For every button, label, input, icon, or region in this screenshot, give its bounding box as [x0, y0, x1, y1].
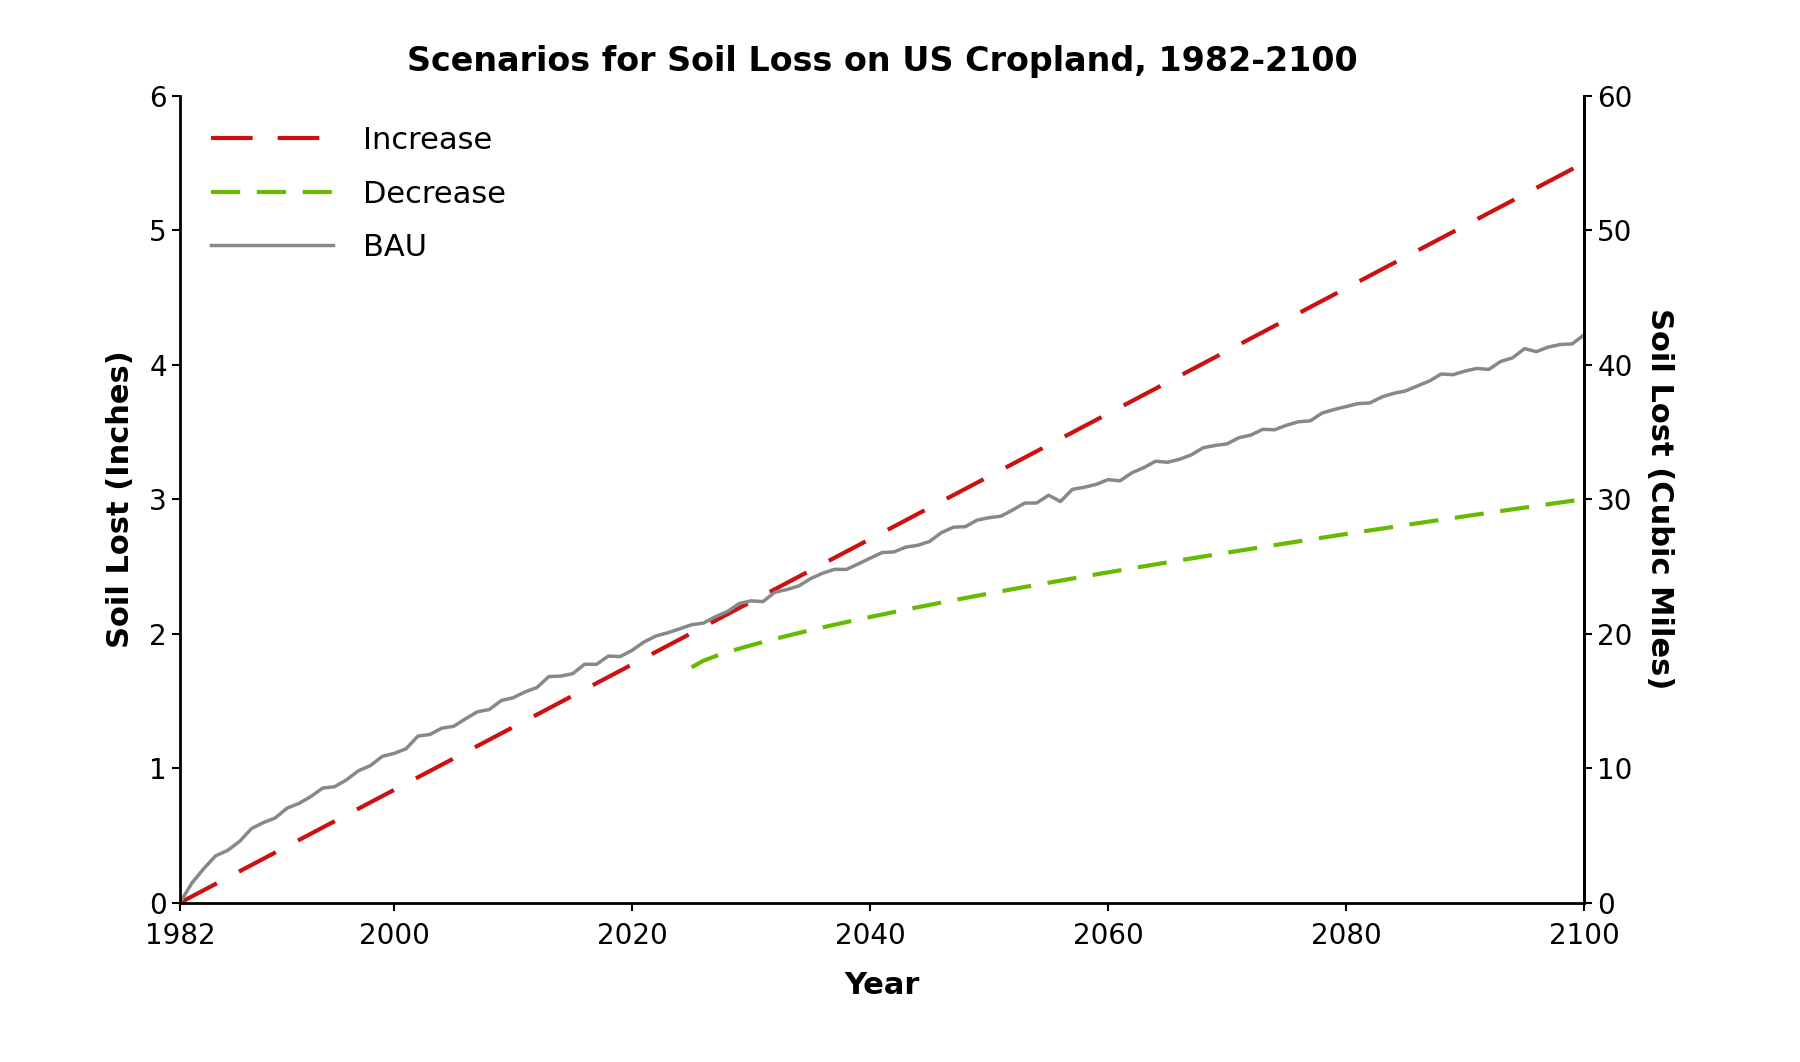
- Decrease: [765, 633, 787, 646]
- BAU: [1300, 414, 1321, 427]
- Line: Decrease: Decrease: [691, 499, 1584, 667]
- BAU: [610, 650, 632, 663]
- Decrease: [990, 585, 1012, 598]
- Legend: Increase, Decrease, BAU: Increase, Decrease, BAU: [194, 110, 522, 277]
- Decrease: [1253, 541, 1274, 553]
- BAU: [169, 896, 191, 909]
- Decrease: [1573, 493, 1595, 506]
- BAU: [455, 713, 477, 725]
- BAU: [1573, 328, 1595, 341]
- Decrease: [1276, 537, 1298, 550]
- Y-axis label: Soil Lost (Inches): Soil Lost (Inches): [106, 350, 135, 648]
- Line: BAU: BAU: [180, 335, 1584, 903]
- Decrease: [1395, 518, 1417, 531]
- BAU: [1372, 391, 1393, 404]
- BAU: [1192, 442, 1213, 455]
- Decrease: [1145, 558, 1166, 570]
- BAU: [990, 510, 1012, 523]
- Decrease: [680, 661, 702, 673]
- X-axis label: Year: Year: [844, 971, 920, 1000]
- Title: Scenarios for Soil Loss on US Cropland, 1982-2100: Scenarios for Soil Loss on US Cropland, …: [407, 45, 1357, 78]
- Y-axis label: Soil Lost (Cubic Miles): Soil Lost (Cubic Miles): [1645, 308, 1674, 690]
